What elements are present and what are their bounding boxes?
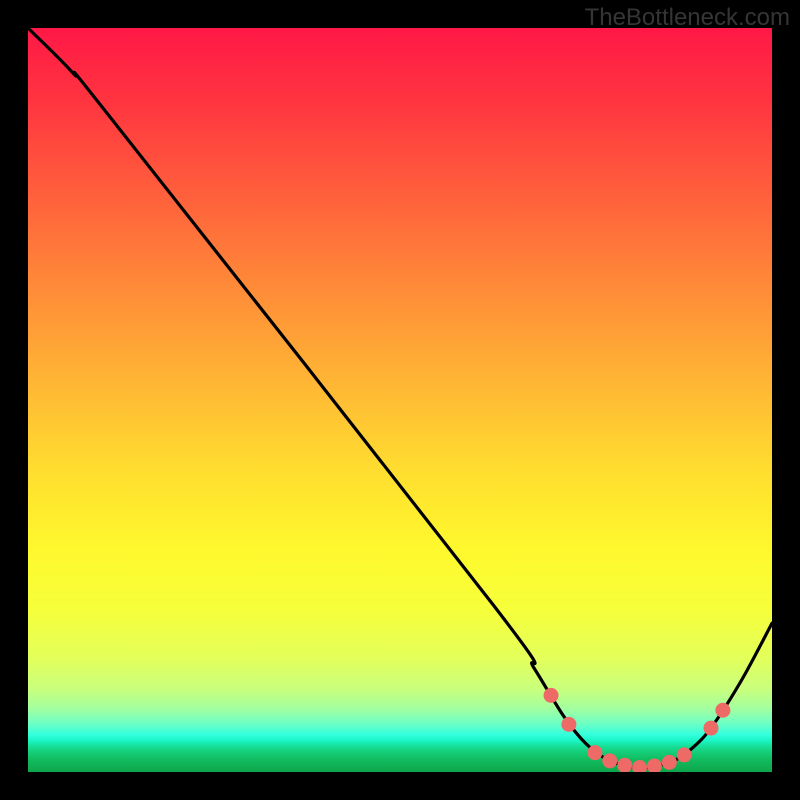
curve-marker: [544, 688, 559, 703]
watermark-text: TheBottleneck.com: [585, 4, 790, 32]
curve-marker: [677, 747, 692, 762]
curve-marker: [715, 703, 730, 718]
curve-marker: [662, 755, 677, 770]
curve-marker: [587, 745, 602, 760]
curve-marker: [703, 721, 718, 736]
curve-marker: [617, 758, 632, 773]
chart-container: { "watermark": { "text": "TheBottleneck.…: [0, 0, 800, 800]
gradient-background: [28, 28, 772, 772]
curve-marker: [602, 753, 617, 768]
curve-marker: [561, 717, 576, 732]
bottleneck-chart: [0, 0, 800, 800]
curve-marker: [647, 759, 662, 774]
